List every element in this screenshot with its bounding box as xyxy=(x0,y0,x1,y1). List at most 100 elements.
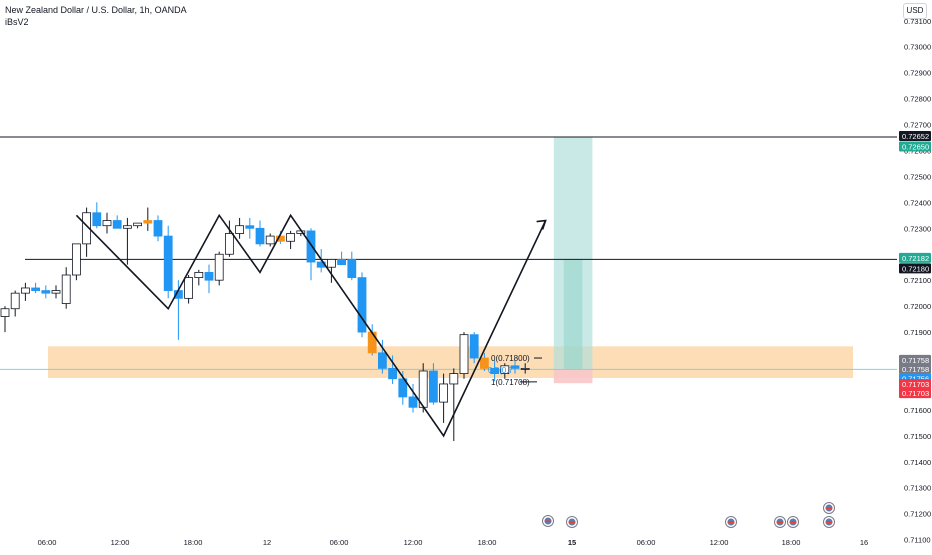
fib-label-0: 0(0.71800) xyxy=(491,354,530,363)
price-badge-label: 0.71703 xyxy=(902,380,929,389)
time-tick-label: 12:00 xyxy=(710,538,729,547)
candle xyxy=(326,259,336,283)
price-badge-label: 0.72652 xyxy=(902,132,929,141)
candle-body xyxy=(10,292,20,310)
candle xyxy=(133,222,143,229)
price-tick-label: 0.72700 xyxy=(904,121,931,130)
candle xyxy=(245,217,255,239)
candle xyxy=(163,225,173,299)
candle xyxy=(184,275,194,304)
price-tick-label: 0.71600 xyxy=(904,406,931,415)
candle xyxy=(41,285,51,299)
candle-body xyxy=(20,287,30,294)
candle xyxy=(449,368,459,442)
price-tick-label: 0.71500 xyxy=(904,432,931,441)
candle-body xyxy=(0,308,10,317)
candle-body xyxy=(133,222,143,227)
candle xyxy=(357,272,367,338)
candle-body xyxy=(428,370,438,403)
event-flag-icon xyxy=(568,521,576,523)
candles xyxy=(0,202,530,442)
candle-body xyxy=(51,290,61,294)
candle xyxy=(112,215,122,229)
candle xyxy=(194,269,204,286)
stop-zone xyxy=(553,368,593,384)
time-tick-label: 06:00 xyxy=(38,538,57,547)
event-flag-icon xyxy=(725,516,737,528)
fib-label-1: 1(0.71708) xyxy=(491,378,530,387)
candle-body xyxy=(388,367,398,380)
price-badge-label: 0.71703 xyxy=(902,389,929,398)
candle-body xyxy=(235,225,245,234)
candle-body xyxy=(82,212,91,245)
candle-body xyxy=(286,233,296,242)
price-badge-label: 0.72182 xyxy=(902,254,929,263)
event-flag-icon xyxy=(823,516,835,528)
event-flag-icon xyxy=(566,516,578,528)
event-flag-icon xyxy=(542,515,554,527)
candle xyxy=(265,233,275,247)
price-tick-label: 0.72800 xyxy=(904,95,931,104)
candle-body xyxy=(479,357,489,369)
time-tick-label: 18:00 xyxy=(184,538,203,547)
event-flag-icon xyxy=(825,521,833,523)
event-flag-icon xyxy=(776,521,784,523)
candle xyxy=(204,264,214,294)
candle-body xyxy=(153,220,163,237)
time-tick-label: 06:00 xyxy=(330,538,349,547)
candle xyxy=(102,212,112,234)
candle xyxy=(439,373,449,423)
candle-body xyxy=(245,225,255,229)
symbol-title[interactable]: New Zealand Dollar / U.S. Dollar, 1h, OA… xyxy=(5,5,187,15)
candle-body xyxy=(224,233,234,255)
currency-button[interactable]: USD xyxy=(903,3,927,19)
price-tick-label: 0.72400 xyxy=(904,198,931,207)
candle-body xyxy=(275,235,285,242)
fib-label-05: 0.5(0.7 xyxy=(488,366,513,375)
indicator-name[interactable]: iBsV2 xyxy=(5,17,29,27)
candle xyxy=(72,243,81,281)
price-tick-label: 0.72100 xyxy=(904,276,931,285)
candle xyxy=(61,267,71,309)
candle xyxy=(153,215,163,242)
candle-body xyxy=(377,352,387,369)
candle-body xyxy=(337,259,347,266)
candle-body xyxy=(500,365,510,374)
candle xyxy=(235,217,245,239)
candle xyxy=(82,207,91,257)
candle xyxy=(123,217,132,265)
candle-body xyxy=(459,334,469,374)
event-flag-icon xyxy=(789,521,797,523)
candle-body xyxy=(143,220,153,224)
candle-body xyxy=(326,259,336,268)
candle-body xyxy=(184,277,194,299)
candle xyxy=(10,290,20,317)
event-flag-icon xyxy=(727,521,735,523)
candle xyxy=(490,360,500,382)
price-badge-label: 0.72180 xyxy=(902,264,929,273)
time-tick-label: 12:00 xyxy=(404,538,423,547)
supply-zone xyxy=(48,346,853,378)
candle-body xyxy=(163,235,173,291)
event-flag-icon xyxy=(774,516,786,528)
price-tick-label: 0.71900 xyxy=(904,328,931,337)
time-tick-label: 12 xyxy=(263,538,271,547)
target-zone-inner xyxy=(563,259,583,369)
candle-body xyxy=(194,272,204,278)
price-tick-label: 0.73100 xyxy=(904,17,931,26)
candle xyxy=(337,251,347,266)
candle xyxy=(20,282,30,301)
candle xyxy=(224,220,234,257)
price-badge xyxy=(899,363,931,374)
event-flag-icon xyxy=(787,516,799,528)
candle-body xyxy=(61,274,71,304)
price-tick-label: 0.72900 xyxy=(904,69,931,78)
price-badge xyxy=(899,263,931,274)
time-tick-label: 12:00 xyxy=(111,538,130,547)
candle xyxy=(255,220,265,247)
candle xyxy=(388,355,398,384)
candle-body xyxy=(408,396,418,408)
candle xyxy=(428,363,438,405)
